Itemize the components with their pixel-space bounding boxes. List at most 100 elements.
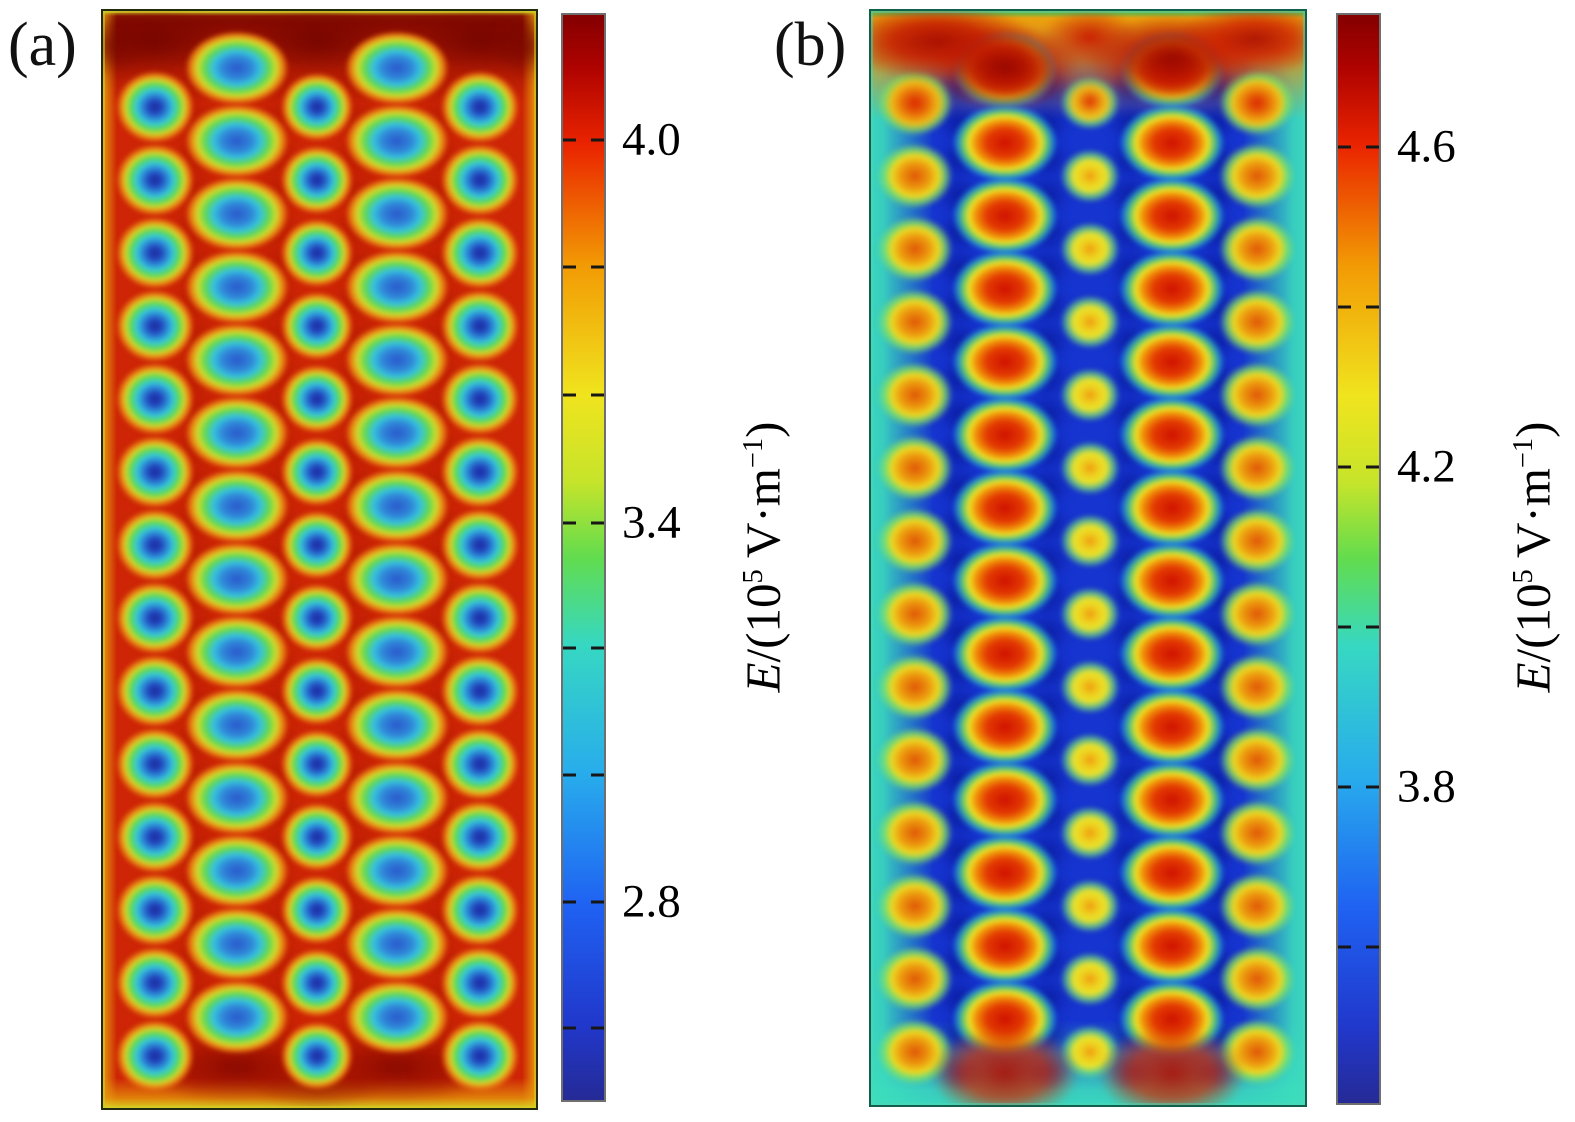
unit-a-exponent: 5	[738, 569, 770, 584]
field-spot	[116, 728, 194, 800]
field-spot	[877, 435, 953, 501]
field-spot	[930, 24, 1080, 110]
field-spot	[170, 1046, 222, 1091]
field-spot	[331, 134, 383, 178]
field-spot	[185, 469, 289, 543]
field-spot	[1107, 612, 1155, 655]
colorbar-tick	[563, 138, 576, 142]
field-spot	[1119, 688, 1225, 766]
field-spot	[952, 542, 1058, 620]
field-spot	[170, 718, 222, 762]
field-spot	[412, 1046, 464, 1091]
field-spot	[345, 323, 449, 397]
field-spot	[1107, 211, 1155, 253]
field-spot	[170, 608, 222, 653]
colorbar-tick-label: 3.4	[622, 496, 681, 549]
field-spot	[251, 207, 303, 251]
field-spot	[1219, 654, 1295, 720]
heatmap-panel-a	[101, 9, 538, 1110]
unit-a-post: )	[735, 421, 791, 438]
field-spot	[936, 284, 984, 326]
field-spot	[441, 947, 519, 1019]
field-spot	[1023, 138, 1071, 180]
field-spot	[1119, 323, 1225, 401]
colorbar-tick	[1366, 945, 1379, 949]
field-spot	[412, 973, 464, 1018]
field-spot	[1107, 941, 1155, 983]
colorbar-b: 4.6 4.2 3.8	[1336, 13, 1456, 1105]
field-spot	[1107, 1050, 1155, 1093]
field-spot	[412, 61, 464, 105]
field-spot	[412, 134, 464, 178]
field-spot	[170, 353, 222, 397]
field-spot	[877, 1019, 953, 1085]
unit-a-pre: /(10	[735, 583, 791, 663]
colorbar-tick	[1338, 785, 1351, 789]
colorbar-tick	[563, 646, 576, 650]
field-spot	[1023, 247, 1071, 290]
field-spot	[1107, 685, 1155, 728]
field-spot	[251, 316, 303, 361]
field-spot	[1219, 435, 1295, 501]
field-spot	[1190, 649, 1238, 691]
field-spot	[1023, 65, 1071, 107]
colorbar-tick	[1366, 465, 1379, 469]
field-spot	[170, 973, 222, 1018]
colorbar-b-unit-label: E/(105 V·m−1)	[1505, 422, 1562, 693]
field-spot	[412, 681, 464, 726]
field-spot	[251, 645, 303, 689]
colorbar-tick-label: 4.6	[1397, 120, 1456, 173]
field-spot	[185, 615, 289, 689]
field-spot	[185, 31, 289, 105]
field-spot	[1219, 70, 1295, 136]
field-spot	[936, 247, 984, 290]
field-spot	[170, 462, 222, 507]
field-spot	[251, 864, 303, 908]
field-spot	[116, 582, 194, 654]
field-spot	[331, 791, 383, 835]
field-spot	[936, 685, 984, 728]
field-spot	[1023, 941, 1071, 983]
field-spot	[1190, 393, 1238, 436]
field-spot	[1023, 795, 1071, 837]
field-spot	[1107, 758, 1155, 801]
field-spot	[331, 572, 383, 616]
field-spot	[331, 645, 383, 689]
field-spot	[936, 612, 984, 655]
field-spot	[877, 143, 953, 209]
field-spot	[116, 363, 194, 435]
unit-a-exponent2: −1	[738, 437, 770, 469]
field-spot	[116, 436, 194, 508]
field-spot	[185, 834, 289, 908]
field-spot	[170, 207, 222, 251]
colorbar-tick-label: 4.0	[622, 113, 681, 166]
field-spot	[936, 101, 984, 144]
field-spot	[936, 758, 984, 801]
field-spot	[331, 499, 383, 543]
field-spot	[441, 509, 519, 581]
field-spot	[345, 615, 449, 689]
field-spot	[1119, 177, 1225, 255]
field-spot	[1190, 357, 1238, 399]
colorbar-tick	[1338, 145, 1351, 149]
field-spot	[281, 949, 353, 1017]
field-spot	[952, 104, 1058, 182]
field-spot	[185, 542, 289, 616]
field-spot	[1060, 76, 1120, 130]
field-spot	[1107, 284, 1155, 326]
field-spot	[1190, 1050, 1238, 1093]
field-spot	[1107, 868, 1155, 910]
field-spot	[170, 389, 222, 434]
field-spot	[877, 654, 953, 720]
field-spot	[1107, 247, 1155, 290]
field-spot	[1119, 31, 1225, 109]
field-spot	[412, 243, 464, 288]
field-spot	[1190, 576, 1238, 618]
field-spot	[1228, 77, 1286, 129]
field-spot	[1023, 211, 1071, 253]
field-spot	[1219, 143, 1295, 209]
field-spot	[877, 216, 953, 282]
field-spot	[1107, 539, 1155, 582]
field-spot	[170, 316, 222, 361]
field-spot	[936, 795, 984, 837]
